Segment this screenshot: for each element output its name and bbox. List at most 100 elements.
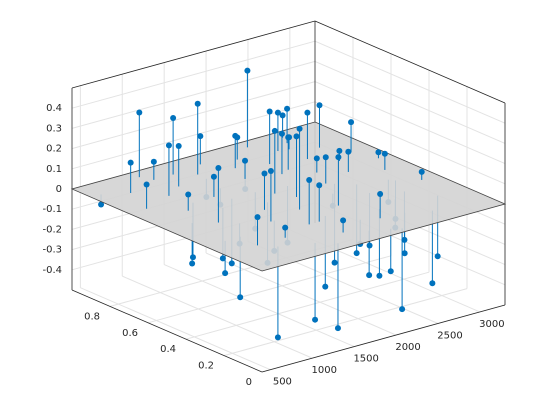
y-tick-label: 0.8 [84,311,100,322]
stem-marker [170,114,177,121]
stem-marker [136,109,143,116]
zero-plane [70,121,507,272]
stem-marker [322,154,329,161]
stem-marker [316,182,323,189]
grid-line [205,252,397,336]
z-tick-label: -0.1 [42,204,62,215]
stem-marker [197,133,204,140]
stem-marker [279,112,286,119]
y-tick-label: 0.4 [160,344,176,355]
stem-marker [215,165,222,172]
z-tick-label: 0.1 [46,164,62,175]
stem-marker [271,127,278,134]
y-tick-label: 0.2 [198,361,214,372]
grid-line [314,81,506,165]
stem-marker [348,119,355,126]
stem-marker [210,173,217,180]
grid-line [314,40,506,124]
stem-marker [219,255,226,262]
stem-marker [293,133,300,140]
stem-marker [375,149,382,156]
axis-edge [71,20,316,89]
stem-marker [334,325,341,332]
stem-marker [98,201,105,208]
stem-marker [313,155,320,162]
x-tick-label: 2500 [437,330,462,341]
grid-line [223,288,468,357]
stem-marker [143,181,150,188]
y-tick-label: 0.6 [122,328,138,339]
stem-marker [228,260,235,267]
stem-marker [189,254,196,261]
grid-line [314,101,506,185]
stem-marker [366,272,373,279]
stem-marker [254,214,261,221]
stem-marker [331,259,338,266]
z-tick-label: -0.3 [42,245,62,256]
stem-marker [387,268,394,275]
stem-marker [401,236,408,243]
z-tick-label: 0.2 [46,144,62,155]
stem-marker [304,109,311,116]
stem-marker [274,334,281,341]
z-tick-label: -0.4 [42,265,62,276]
stem-marker [377,191,384,198]
stem-marker [418,168,425,175]
stem-marker [376,272,383,279]
stem-marker [312,316,319,323]
stem-marker [306,176,313,183]
stem-marker [175,143,182,150]
grid-line [314,60,506,144]
grid-line [163,264,355,348]
grid-line [147,255,392,324]
stem-marker [296,125,303,132]
stem-marker [185,191,192,198]
stem-marker [282,224,289,231]
grid-line [71,81,316,150]
stem-marker [237,294,244,301]
stem-marker [429,280,436,287]
z-tick-label: 0.4 [46,103,62,114]
stem-marker [266,108,273,115]
stem-marker [189,260,196,267]
grid-line [71,101,316,170]
axis-edge [71,289,263,373]
stem-marker [222,270,229,277]
stem-marker [278,130,285,137]
stem-marker [366,242,373,249]
stem-marker [434,253,441,260]
stem-marker [194,100,201,107]
stem-marker [234,134,241,141]
z-tick-label: -0.2 [42,224,62,235]
stem-marker [340,217,347,224]
stem-marker [381,150,388,157]
stem-marker [336,147,343,154]
stem-marker [345,148,352,155]
x-tick-label: 1500 [353,354,378,365]
z-tick-label: 0 [56,184,62,195]
grid-line [122,275,313,359]
x-tick-label: 2000 [395,342,420,353]
stem-marker [285,134,292,141]
stem-marker [244,67,251,74]
stem-marker [284,105,291,112]
stem-marker [242,157,249,164]
axis-edge [261,304,506,373]
grid-line [71,40,316,109]
grid-line [71,60,316,129]
stem-marker [274,109,281,116]
stem-marker [150,158,157,165]
stem-marker [353,250,360,257]
y-tick-label: 0 [246,377,252,388]
stem-marker [127,159,134,166]
stem-marker [399,306,406,313]
x-tick-label: 1000 [312,365,337,376]
grid-line [80,287,271,371]
grid-line [185,271,430,340]
x-tick-label: 3000 [479,319,504,330]
x-tick-label: 500 [273,377,292,388]
z-tick-label: 0.3 [46,123,62,134]
stem-marker [267,168,274,175]
stem-marker [322,283,329,290]
